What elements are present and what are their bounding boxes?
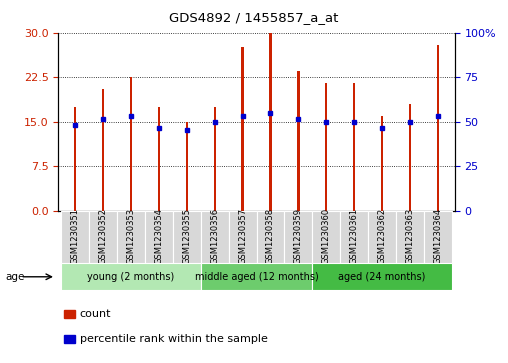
Text: GSM1230360: GSM1230360: [322, 208, 331, 264]
Bar: [269, 33, 272, 211]
Bar: [340, 211, 368, 263]
Bar: [437, 45, 439, 211]
Text: percentile rank within the sample: percentile rank within the sample: [80, 334, 268, 344]
Bar: [145, 211, 173, 263]
Bar: [312, 211, 340, 263]
Bar: [201, 211, 229, 263]
Text: GSM1230355: GSM1230355: [182, 208, 192, 264]
Bar: [396, 211, 424, 263]
Bar: [173, 211, 201, 263]
Bar: [284, 211, 312, 263]
Bar: [424, 211, 452, 263]
Bar: [381, 116, 383, 211]
Text: GSM1230353: GSM1230353: [126, 208, 136, 264]
Bar: [213, 107, 216, 211]
Bar: [185, 122, 188, 211]
Text: GSM1230356: GSM1230356: [210, 208, 219, 264]
Bar: [241, 48, 244, 211]
Text: GSM1230359: GSM1230359: [294, 208, 303, 264]
Text: GSM1230351: GSM1230351: [71, 208, 80, 264]
Text: GDS4892 / 1455857_a_at: GDS4892 / 1455857_a_at: [169, 11, 339, 24]
Bar: [297, 71, 300, 211]
Bar: [201, 263, 312, 290]
Bar: [312, 263, 452, 290]
Text: GSM1230364: GSM1230364: [433, 208, 442, 264]
Text: age: age: [5, 272, 24, 282]
Bar: [229, 211, 257, 263]
Text: GSM1230357: GSM1230357: [238, 208, 247, 264]
Bar: [74, 107, 76, 211]
Bar: [368, 211, 396, 263]
Text: middle aged (12 months): middle aged (12 months): [195, 272, 319, 282]
Bar: [353, 83, 355, 211]
Bar: [409, 104, 411, 211]
Bar: [158, 107, 160, 211]
Text: GSM1230363: GSM1230363: [405, 208, 415, 264]
Bar: [325, 83, 328, 211]
Text: count: count: [80, 309, 111, 319]
Text: young (2 months): young (2 months): [87, 272, 175, 282]
Text: GSM1230358: GSM1230358: [266, 208, 275, 264]
Bar: [89, 211, 117, 263]
Bar: [117, 211, 145, 263]
Text: GSM1230354: GSM1230354: [154, 208, 164, 264]
Bar: [130, 77, 132, 211]
Text: GSM1230361: GSM1230361: [350, 208, 359, 264]
Text: GSM1230352: GSM1230352: [99, 208, 108, 264]
Bar: [102, 89, 104, 211]
Bar: [257, 211, 284, 263]
Bar: [61, 263, 201, 290]
Text: aged (24 months): aged (24 months): [338, 272, 426, 282]
Text: GSM1230362: GSM1230362: [377, 208, 387, 264]
Bar: [61, 211, 89, 263]
